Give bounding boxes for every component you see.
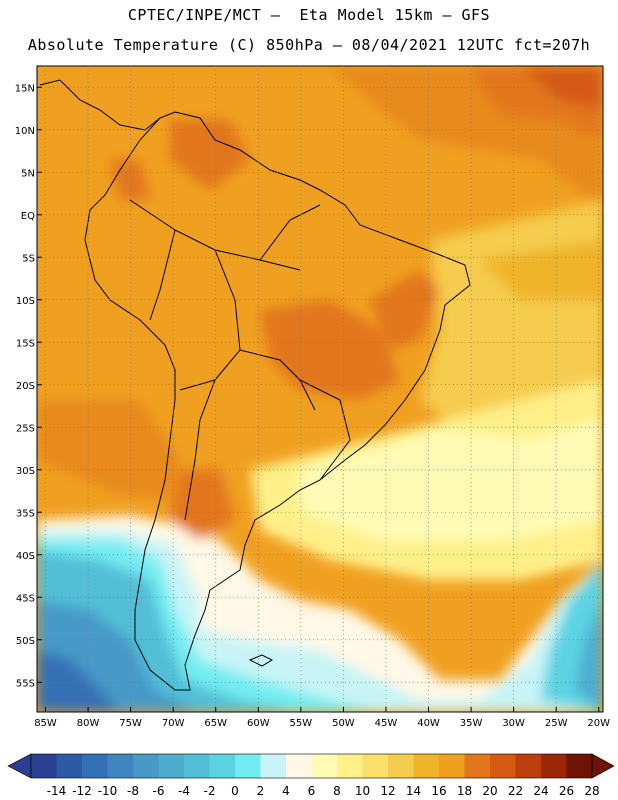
lon-tick-label: 65W xyxy=(204,718,227,729)
south-america-coastline xyxy=(84,111,471,691)
lat-tick-label: 5N xyxy=(21,168,35,179)
colorbar-swatch xyxy=(260,754,287,778)
colorbar-swatch xyxy=(82,754,108,778)
lat-tick-label: 5S xyxy=(22,253,35,264)
colorbar-border xyxy=(30,753,593,779)
colorbar-label: 14 xyxy=(406,784,421,798)
colorbar-label: 10 xyxy=(355,784,370,798)
lat-tick-label: 45S xyxy=(16,593,35,604)
colorbar-swatch xyxy=(209,754,236,778)
colorbar-swatch xyxy=(235,754,261,778)
lat-tick-label: 10S xyxy=(16,296,35,307)
colorbar-swatch xyxy=(388,754,414,778)
lon-tick-label: 20W xyxy=(587,718,610,729)
colorbar-label: -12 xyxy=(72,784,92,798)
colorbar-label: 22 xyxy=(508,784,523,798)
colorbar-swatch xyxy=(541,754,567,778)
colorbar-max-arrow xyxy=(591,753,615,779)
lon-tick-label: 75W xyxy=(119,718,142,729)
colorbar-min-arrow xyxy=(7,753,32,779)
colorbar: -14 -12 -10 -8 -6 -4 -2 0 2 4 6 8 10 12 14 16 18 20 22 24 26… xyxy=(7,753,615,798)
lat-tick-label: 55S xyxy=(16,678,35,689)
lat-tick-label: EQ xyxy=(21,211,35,222)
longitude-axis: 85W 80W 75W 70W 65W 60W 55W 50W 45W 40W 35W 30W 25W 2… xyxy=(34,707,610,729)
colorbar-label: -14 xyxy=(47,784,67,798)
lon-tick-label: 45W xyxy=(375,718,398,729)
chart-title: CPTEC/INPE/MCT – Eta Model 15km – GFS xyxy=(127,6,491,24)
colorbar-label: 24 xyxy=(533,784,548,798)
colorbar-swatch xyxy=(413,754,440,778)
colorbar-label: 2 xyxy=(257,784,265,798)
colorbar-label: 26 xyxy=(559,784,574,798)
map-frame xyxy=(36,65,604,713)
colorbar-swatch xyxy=(311,754,338,778)
colorbar-label: -6 xyxy=(153,784,165,798)
lon-tick-label: 50W xyxy=(332,718,355,729)
lon-tick-label: 70W xyxy=(162,718,185,729)
colorbar-swatch xyxy=(337,754,363,778)
colorbar-label: -8 xyxy=(127,784,139,798)
colorbar-label: 16 xyxy=(431,784,446,798)
colorbar-label: -4 xyxy=(178,784,190,798)
colorbar-swatch xyxy=(566,754,593,778)
lat-tick-label: 15S xyxy=(16,338,35,349)
colorbar-label: 28 xyxy=(584,784,599,798)
colorbar-swatch xyxy=(286,754,312,778)
lon-tick-label: 55W xyxy=(290,718,313,729)
colorbar-swatch xyxy=(56,754,83,778)
lat-tick-label: 10N xyxy=(15,126,35,137)
lat-tick-label: 15N xyxy=(15,83,35,94)
colorbar-swatch xyxy=(31,754,57,778)
colorbar-swatch xyxy=(439,754,465,778)
colorbar-swatch xyxy=(362,754,389,778)
colorbar-label: -2 xyxy=(204,784,216,798)
colorbar-swatch xyxy=(133,754,159,778)
colorbar-label: 4 xyxy=(282,784,290,798)
colorbar-swatch xyxy=(158,754,185,778)
coastlines xyxy=(39,79,471,691)
lat-tick-label: 50S xyxy=(16,636,35,647)
colorbar-label: 12 xyxy=(380,784,395,798)
colorbar-label: 18 xyxy=(457,784,472,798)
colorbar-label: 8 xyxy=(333,784,341,798)
country-borders xyxy=(129,199,351,521)
lon-tick-label: 25W xyxy=(545,718,568,729)
latitude-axis: 15N 10N 5N EQ 5S 10S 15S 20S 25S 30S 35S 40S 45S 50S 5… xyxy=(15,83,42,689)
lon-tick-label: 35W xyxy=(460,718,483,729)
colorbar-swatch xyxy=(464,754,491,778)
colorbar-swatch xyxy=(515,754,542,778)
lon-tick-label: 60W xyxy=(247,718,270,729)
colorbar-label: 0 xyxy=(231,784,239,798)
lat-tick-label: 30S xyxy=(16,466,35,477)
lon-tick-label: 40W xyxy=(417,718,440,729)
lon-tick-label: 80W xyxy=(77,718,100,729)
temperature-field xyxy=(37,66,603,712)
colorbar-label: -10 xyxy=(98,784,118,798)
colorbar-label: 6 xyxy=(308,784,316,798)
colorbar-swatch xyxy=(184,754,210,778)
colorbar-swatch xyxy=(107,754,134,778)
chart-subtitle: Absolute Temperature (C) 850hPa – 08/04/… xyxy=(27,36,591,54)
lat-tick-label: 20S xyxy=(16,381,35,392)
lat-tick-label: 35S xyxy=(16,508,35,519)
lat-tick-label: 25S xyxy=(16,423,35,434)
falkland-islands xyxy=(248,654,274,667)
colorbar-label: 20 xyxy=(482,784,497,798)
lat-tick-label: 40S xyxy=(16,551,35,562)
lon-tick-label: 30W xyxy=(502,718,525,729)
colorbar-swatch xyxy=(490,754,516,778)
lon-tick-label: 85W xyxy=(34,718,57,729)
